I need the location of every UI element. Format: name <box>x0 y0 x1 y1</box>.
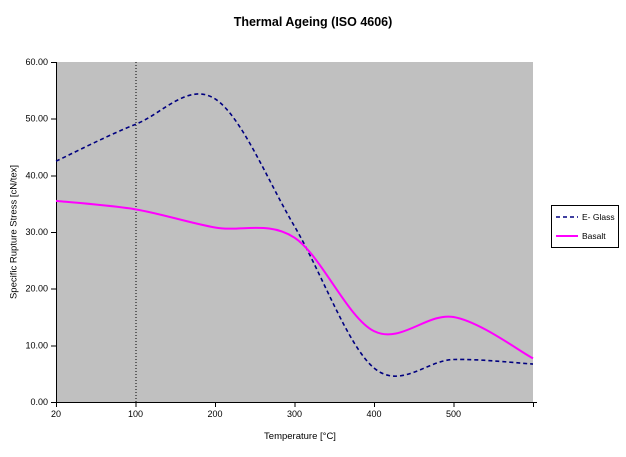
x-tick-label: 100 <box>128 409 143 419</box>
legend-item: E- Glass <box>555 212 615 222</box>
y-axis-title: Specific Rupture Stress [cN/tex] <box>8 164 20 300</box>
y-tick-label: 60.00 <box>25 57 48 67</box>
legend-item: Basalt <box>555 231 615 241</box>
legend-label: Basalt <box>582 230 606 241</box>
legend-dashed-line-sample-icon <box>556 216 578 218</box>
series-line-basalt <box>55 199 534 360</box>
legend-label: E- Glass <box>582 212 615 223</box>
x-tick-label: 500 <box>446 409 461 419</box>
x-tick-label: 200 <box>207 409 222 419</box>
x-tick-label: 300 <box>287 409 302 419</box>
x-axis-title: Temperature [°C] <box>264 431 336 442</box>
plot-area <box>56 62 533 402</box>
chart-title: Thermal Ageing (ISO 4606) <box>233 15 393 29</box>
legend: E- Glass Basalt <box>551 205 619 248</box>
axes-lines <box>56 62 537 403</box>
y-tick-label: 50.00 <box>25 114 48 124</box>
x-tick-label: 400 <box>366 409 381 419</box>
y-tick-label: 20.00 <box>25 284 48 294</box>
legend-solid-line-sample-icon <box>556 234 578 237</box>
y-tick-label: 10.00 <box>25 340 48 350</box>
x-tick-label: 20 <box>51 409 61 419</box>
y-tick-label: 40.00 <box>25 170 48 180</box>
y-tick-label: 30.00 <box>25 227 48 237</box>
y-tick-label: 0.00 <box>30 397 48 407</box>
